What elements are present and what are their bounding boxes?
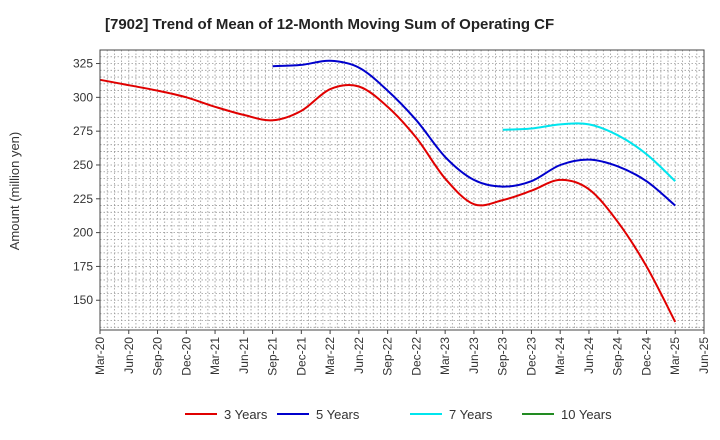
- x-tick-label: Mar-21: [208, 337, 222, 375]
- x-tick-label: Sep-22: [381, 337, 395, 376]
- y-tick-label: 225: [73, 192, 93, 206]
- series-lines: [99, 59, 677, 323]
- x-tick-label: Mar-20: [93, 337, 107, 375]
- y-tick-label: 300: [73, 90, 93, 104]
- x-tick-label: Mar-24: [553, 337, 567, 375]
- x-tick-label: Sep-21: [266, 337, 280, 376]
- series-line-3-years: [99, 78, 677, 323]
- y-tick-label: 275: [73, 124, 93, 138]
- y-tick-label: 325: [73, 57, 93, 71]
- y-tick-label: 175: [73, 259, 93, 273]
- legend-label-7-years: 7 Years: [449, 407, 493, 422]
- x-axis-ticks: Mar-20 Jun-20 Sep-20 Dec-20 Mar-21 Jun-21 Sep-…: [93, 330, 711, 376]
- x-tick-label: Mar-22: [323, 337, 337, 375]
- x-tick-label: Jun-21: [237, 337, 251, 374]
- x-tick-label: Dec-21: [294, 337, 308, 376]
- x-tick-label: Dec-24: [639, 337, 653, 376]
- y-tick-label: 250: [73, 158, 93, 172]
- series-line-5-years: [272, 59, 676, 207]
- x-tick-label: Dec-20: [179, 337, 193, 376]
- x-tick-label: Jun-24: [582, 337, 596, 374]
- legend-label-3-years: 3 Years: [224, 407, 268, 422]
- legend: 3 Years 5 Years 7 Years 10 Years: [185, 407, 612, 422]
- x-tick-label: Mar-25: [668, 337, 682, 375]
- x-tick-label: Jun-23: [467, 337, 481, 374]
- x-tick-label: Sep-23: [496, 337, 510, 376]
- x-tick-label: Jun-22: [352, 337, 366, 374]
- series-line-7-years: [502, 122, 676, 182]
- x-tick-label: Sep-20: [151, 337, 165, 376]
- legend-label-10-years: 10 Years: [561, 407, 612, 422]
- x-tick-label: Jun-20: [122, 337, 136, 374]
- x-tick-label: Dec-22: [409, 337, 423, 376]
- y-axis-label: Amount (million yen): [7, 132, 22, 251]
- plot-frame: [99, 49, 705, 331]
- x-tick-label: Dec-23: [524, 337, 538, 376]
- y-tick-label: 150: [73, 293, 93, 307]
- x-tick-label: Mar-23: [438, 337, 452, 375]
- y-tick-label: 200: [73, 226, 93, 240]
- x-tick-label: Jun-25: [697, 337, 711, 374]
- grid: [100, 50, 704, 330]
- y-axis-ticks: 150 175 200 225 250 275 300 325: [73, 57, 100, 307]
- chart-title: [7902] Trend of Mean of 12-Month Moving …: [105, 16, 554, 33]
- legend-label-5-years: 5 Years: [316, 407, 360, 422]
- x-tick-label: Sep-24: [611, 337, 625, 376]
